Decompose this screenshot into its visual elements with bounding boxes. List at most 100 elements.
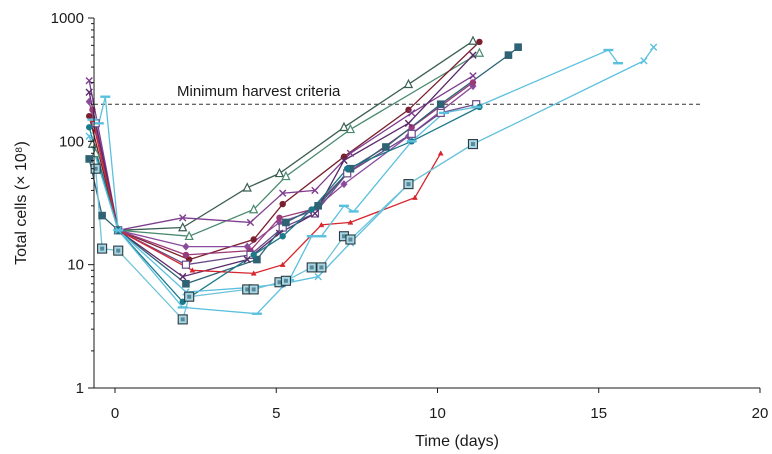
data-point (276, 214, 283, 221)
y-tick-label: 1 (76, 380, 84, 397)
data-point (85, 132, 93, 140)
data-point (189, 267, 196, 273)
data-point (243, 255, 251, 264)
data-point (345, 123, 356, 134)
data-point (253, 255, 261, 264)
data-point (114, 226, 122, 234)
data-point-core (180, 317, 185, 322)
data-point (274, 167, 285, 178)
data-point-core (348, 237, 353, 242)
data-point (182, 251, 190, 259)
data-point (85, 88, 93, 96)
x-tick-label: 10 (429, 405, 446, 422)
data-point (246, 218, 255, 227)
data-point (250, 236, 257, 243)
data-point (476, 38, 483, 46)
data-point (437, 150, 444, 156)
data-point (249, 203, 259, 214)
data-point (86, 124, 93, 131)
data-point (346, 149, 355, 157)
data-point (514, 43, 522, 51)
data-point (469, 51, 477, 59)
data-point (184, 230, 194, 241)
data-point (340, 180, 348, 189)
data-point (279, 200, 286, 208)
data-point (649, 43, 658, 51)
data-point (178, 221, 188, 232)
data-point (242, 182, 252, 192)
y-axis-title: Total cells (× 10⁸) (13, 141, 30, 265)
y-tick-label: 10 (67, 257, 84, 274)
series-line (92, 49, 619, 315)
data-point (179, 214, 187, 222)
data-point (98, 211, 106, 220)
data-point-core (341, 234, 346, 239)
data-point-core (245, 287, 250, 292)
x-tick-label: 5 (272, 405, 280, 422)
series-line (95, 103, 477, 266)
y-tick-label: 1000 (51, 10, 84, 27)
data-point-core (93, 166, 98, 171)
data-point (469, 72, 477, 80)
data-point (504, 51, 513, 59)
series-line (88, 46, 655, 293)
data-point-core (100, 246, 105, 251)
data-point (314, 272, 322, 281)
series-line (95, 52, 480, 237)
data-point (474, 47, 485, 57)
data-point-core (470, 142, 475, 147)
data-point (250, 251, 257, 259)
data-point-core (187, 294, 192, 299)
data-point (282, 218, 290, 227)
data-point-core (309, 265, 314, 270)
data-point (279, 189, 287, 197)
data-point (382, 143, 390, 151)
data-point-core (283, 278, 288, 283)
data-point (344, 165, 351, 172)
data-point (85, 97, 93, 106)
harvest-criteria-label: Minimum harvest criteria (177, 83, 341, 100)
x-axis-title: Time (days) (415, 433, 499, 450)
axes: Time (days) Total cells (× 10⁸) Minimum … (13, 10, 768, 450)
data-point (436, 100, 445, 109)
data-point (469, 79, 477, 86)
data-point (339, 121, 349, 132)
data-point-core (319, 265, 324, 270)
data-point (181, 260, 191, 269)
data-point (250, 270, 257, 276)
x-tick-label: 20 (752, 405, 769, 422)
data-point (347, 219, 354, 225)
data-point (407, 129, 416, 138)
data-point (89, 106, 96, 114)
data-point (85, 155, 93, 163)
data-point (182, 242, 190, 251)
data-point-core (116, 248, 121, 253)
data-point (179, 272, 187, 281)
data-point (311, 186, 319, 195)
data-point-core (277, 280, 282, 285)
data-point (281, 170, 291, 181)
data-point (182, 279, 190, 288)
data-point-core (406, 182, 411, 187)
series-line (91, 40, 474, 231)
data-point (640, 57, 648, 65)
data-point (468, 35, 478, 45)
data-point (279, 261, 286, 267)
data-point (314, 202, 322, 210)
data-point-core (251, 287, 256, 292)
data-point (308, 206, 315, 213)
data-point (86, 112, 93, 120)
data-point (404, 119, 413, 128)
y-tick-label: 100 (59, 133, 84, 150)
data-point (318, 221, 325, 228)
x-tick-label: 15 (590, 405, 607, 422)
data-point (279, 233, 286, 240)
data-point (412, 194, 418, 200)
data-point (340, 156, 348, 165)
x-tick-label: 0 (111, 405, 119, 422)
data-point (403, 78, 414, 89)
data-point (346, 164, 355, 173)
data-point (408, 109, 416, 117)
